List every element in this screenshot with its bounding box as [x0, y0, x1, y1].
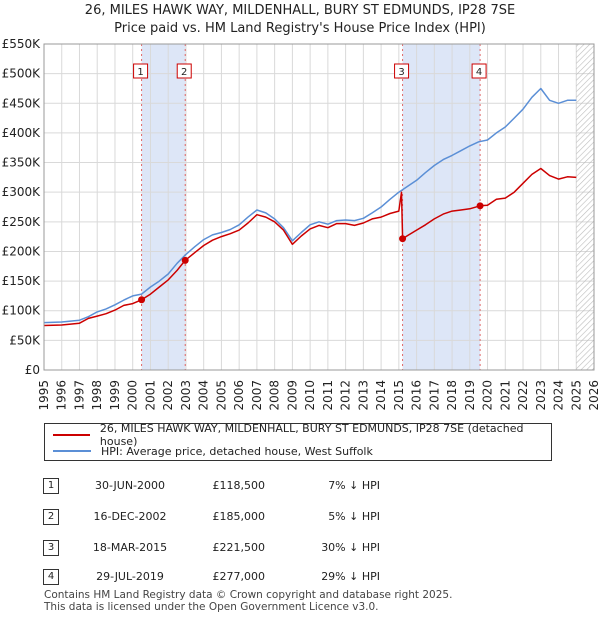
x-tick-label: 2024: [552, 380, 566, 411]
legend-label-property: 26, MILES HAWK WAY, MILDENHALL, BURY ST …: [99, 422, 524, 448]
sale-marker: 4: [43, 569, 59, 585]
sale-point: [399, 235, 407, 243]
x-tick-label: 2022: [516, 380, 530, 411]
sale-marker: 1: [43, 478, 59, 494]
legend-item-property: 26, MILES HAWK WAY, MILDENHALL, BURY ST …: [53, 422, 551, 448]
sale-hpi-diff: 7% ↓ HPI: [328, 479, 380, 492]
x-tick-label: 1996: [55, 380, 69, 411]
x-tick-label: 2008: [268, 380, 282, 411]
chart-subtitle: Price paid vs. HM Land Registry's House …: [114, 21, 486, 36]
x-tick-label: 2004: [197, 380, 211, 411]
footer-copyright: Contains HM Land Registry data © Crown c…: [44, 589, 453, 601]
x-tick-label: 2025: [569, 380, 583, 411]
sale-marker-box: [176, 63, 192, 79]
x-tick-label: 2021: [498, 380, 512, 411]
sale-row: 1 30-JUN-2000 £118,500 7% ↓ HPI: [0, 476, 600, 500]
x-tick-label: 2011: [321, 380, 335, 411]
x-tick-label: 2013: [356, 380, 370, 411]
sale-marker-box: [471, 63, 487, 79]
property-series-line: [43, 167, 577, 327]
shaded-period: [402, 44, 481, 370]
y-tick-label: £50K: [9, 333, 41, 347]
legend-swatch-property: [53, 434, 90, 436]
y-tick-label: £200K: [2, 244, 42, 258]
sale-marker-label: 3: [398, 67, 404, 78]
x-tick-label: 2002: [161, 380, 175, 411]
chart-legend: 26, MILES HAWK WAY, MILDENHALL, BURY ST …: [44, 422, 552, 461]
hpi-series-line: [43, 87, 577, 324]
sale-price: £221,500: [212, 541, 266, 554]
x-tick-label: 2015: [392, 380, 406, 411]
x-tick-label: 1997: [72, 380, 86, 411]
sale-marker-box: [394, 63, 410, 79]
x-tick-label: 1999: [108, 380, 122, 411]
y-tick-label: £250K: [2, 215, 42, 229]
footer-licence: This data is licensed under the Open Gov…: [44, 601, 379, 613]
sale-marker-label: 1: [137, 67, 143, 78]
x-tick-label: 2016: [410, 380, 424, 411]
x-tick-label: 1995: [37, 380, 51, 411]
x-tick-label: 2012: [339, 380, 353, 411]
plot-frame: [43, 43, 595, 371]
x-tick-label: 2009: [285, 380, 299, 411]
x-tick-label: 2006: [232, 380, 246, 411]
legend-swatch-hpi: [53, 450, 91, 452]
y-tick-label: £450K: [2, 96, 42, 110]
sale-marker-label: 2: [181, 67, 187, 78]
shaded-period: [141, 44, 186, 370]
x-tick-label: 1998: [90, 380, 104, 411]
sale-date: 16-DEC-2002: [93, 510, 167, 523]
x-tick-label: 2017: [427, 380, 441, 411]
x-tick-label: 2000: [126, 380, 140, 411]
sale-marker-box: [133, 63, 149, 79]
y-tick-label: £100K: [2, 304, 42, 318]
y-tick-label: £0: [25, 363, 40, 377]
sale-point: [476, 202, 484, 210]
sale-point: [138, 296, 146, 304]
sale-marker: 3: [43, 540, 59, 556]
x-tick-label: 2010: [303, 380, 317, 411]
price-chart: 1 2 3 4 £0 £50K £100K £150K £200K £250K £300K £350…: [2, 37, 600, 411]
x-tick-label: 2020: [481, 380, 495, 411]
x-tick-label: 2007: [250, 380, 264, 411]
x-tick-label: 2005: [214, 380, 228, 411]
sale-date: 29-JUL-2019: [96, 570, 164, 583]
sale-marker-label: 4: [476, 67, 482, 78]
sale-hpi-diff: 5% ↓ HPI: [328, 510, 380, 523]
legend-item-hpi: HPI: Average price, detached house, West…: [53, 443, 373, 459]
chart-title: 26, MILES HAWK WAY, MILDENHALL, BURY ST …: [84, 3, 516, 18]
x-tick-label: 2018: [445, 380, 459, 411]
sale-row: 2 16-DEC-2002 £185,000 5% ↓ HPI: [0, 507, 600, 531]
sale-hpi-diff: 30% ↓ HPI: [321, 541, 380, 554]
forecast-hatch: [576, 44, 594, 370]
sale-row: 4 29-JUL-2019 £277,000 29% ↓ HPI: [0, 567, 600, 591]
sale-price: £185,000: [212, 510, 266, 523]
x-tick-label: 2014: [374, 380, 388, 411]
sale-marker: 2: [43, 509, 59, 525]
y-tick-label: £400K: [2, 126, 42, 140]
x-tick-label: 2003: [179, 380, 193, 411]
x-tick-label: 2023: [534, 380, 548, 411]
sale-point: [181, 256, 189, 264]
x-tick-label: 2026: [587, 380, 600, 411]
y-tick-label: £300K: [2, 185, 42, 199]
sale-date: 30-JUN-2000: [94, 479, 166, 492]
sale-price: £118,500: [212, 479, 266, 492]
legend-label-hpi: HPI: Average price, detached house, West…: [101, 444, 373, 458]
y-tick-label: £500K: [2, 67, 42, 81]
x-tick-label: 2019: [463, 380, 477, 411]
x-tick-label: 2001: [143, 380, 157, 411]
y-tick-label: £550K: [2, 37, 42, 51]
sale-hpi-diff: 29% ↓ HPI: [321, 570, 380, 583]
sale-price: £277,000: [212, 570, 266, 583]
y-tick-label: £150K: [2, 274, 42, 288]
sale-row: 3 18-MAR-2015 £221,500 30% ↓ HPI: [0, 538, 600, 562]
y-tick-label: £350K: [2, 156, 42, 170]
sale-date: 18-MAR-2015: [92, 541, 168, 554]
